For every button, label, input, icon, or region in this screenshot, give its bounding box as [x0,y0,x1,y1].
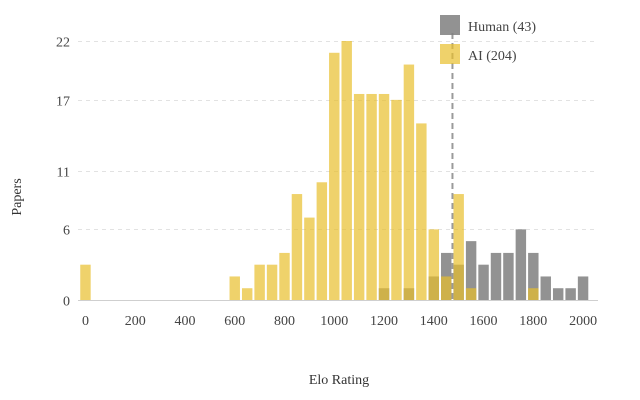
bars [80,41,589,301]
y-tick-label: 11 [57,166,70,181]
bar [490,252,502,300]
bar [441,276,452,300]
legend-label-ai: AI (204) [468,49,517,64]
x-tick-label: 400 [174,314,195,329]
bar [341,41,352,300]
bar [416,123,427,300]
legend: Human (43) AI (204) [440,15,536,64]
bar [291,194,303,300]
legend-swatch-human [440,15,460,35]
y-tick-label: 22 [56,36,70,51]
x-tick-label: 1200 [370,314,398,329]
bar [428,229,440,300]
bar [441,252,452,300]
x-tick-labels: 0 200 400 600 800 1000 1200 1400 1600 1800 2000 [82,314,597,329]
bar [378,93,390,301]
bar [528,252,539,300]
bar [465,288,477,300]
bar [552,288,564,300]
bar [316,182,328,300]
bar [241,288,253,300]
legend-swatch-ai [440,44,460,64]
bar [80,264,91,300]
x-tick-label: 2000 [569,314,597,329]
bar [229,276,240,300]
bar [254,264,265,300]
legend-label-human: Human (43) [468,20,536,35]
y-tick-label: 0 [63,295,70,310]
bar [353,93,365,301]
x-axis-title: Elo Rating [309,373,369,388]
y-axis-title: Papers [10,178,25,215]
bar [329,52,340,300]
bar [366,93,377,301]
bar [465,241,477,300]
x-tick-label: 200 [125,314,146,329]
y-tick-label: 6 [63,224,70,239]
x-tick-label: 1800 [519,314,547,329]
x-tick-label: 1600 [470,314,498,329]
bar [565,288,576,300]
y-tick-labels: 0 6 11 17 22 [56,36,70,310]
x-tick-label: 600 [224,314,245,329]
bar [304,217,315,300]
bar [453,194,464,300]
bar [403,64,415,300]
bar [478,264,489,300]
x-tick-label: 1000 [320,314,348,329]
bar [528,288,539,300]
x-tick-label: 800 [274,314,295,329]
bar [540,276,551,300]
bar [266,264,278,300]
series-1 [80,41,539,301]
bar [515,229,527,300]
bar [391,99,402,300]
bar [503,252,514,300]
y-tick-label: 17 [56,95,70,110]
bar [279,252,290,300]
x-tick-label: 0 [82,314,89,329]
x-tick-label: 1400 [420,314,448,329]
bar [577,276,589,300]
